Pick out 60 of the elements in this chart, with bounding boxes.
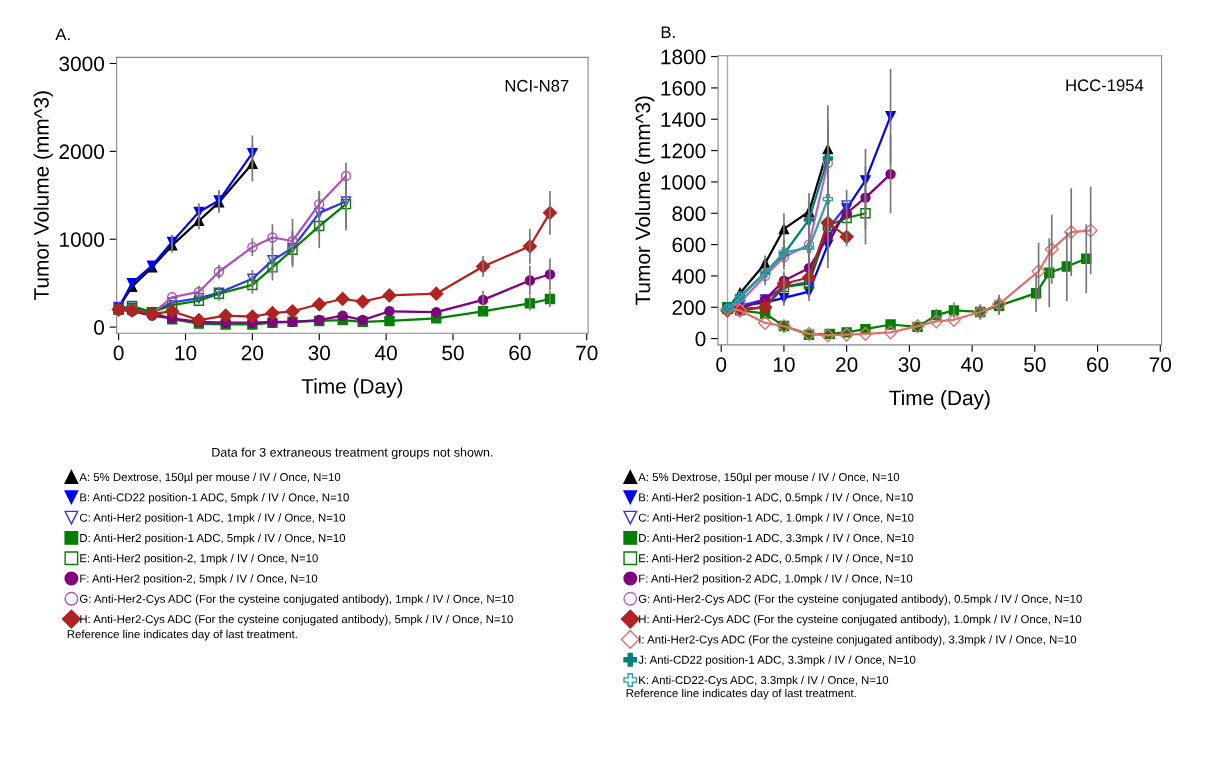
x-tick-label: 10 xyxy=(773,357,795,372)
legend-label: B: Anti-Her2 position-1 ADC, 0.5mpk / IV / Once, N=10 xyxy=(639,493,913,504)
y-tick-label: 800 xyxy=(672,206,706,222)
x-tick-label: 30 xyxy=(898,357,921,372)
x-tick-label: 10 xyxy=(175,345,197,361)
x-tick-label: 30 xyxy=(308,345,331,361)
y-tick-label: 1600 xyxy=(661,80,706,96)
text: Reference line indicates day of last treatment. xyxy=(626,688,856,700)
legend-label: C: Anti-Her2 position-1 ADC, 1.0mpk / IV / Once, N=10 xyxy=(638,513,914,524)
y-tick-label: 3000 xyxy=(59,56,105,72)
y-tick-label: 1200 xyxy=(661,143,706,159)
legend-label: F: Anti-Her2 position-2, 5mpk / IV / Once, N=10 xyxy=(80,574,318,585)
x-tick-label: 50 xyxy=(442,345,464,361)
x-tick-label: 20 xyxy=(241,345,264,361)
x-tick-label: 60 xyxy=(1087,357,1109,372)
legend-label: A: 5% Dextrose, 150µl per mouse / IV / Once, N=10 xyxy=(638,472,900,484)
x-tick-label: 40 xyxy=(375,345,397,361)
x-axis-title: Time (Day) xyxy=(889,389,990,410)
legend-label: F: Anti-Her2 position-2 ADC, 1.0mpk / IV / Once, N=10 xyxy=(639,574,913,585)
y-tick-label: 1000 xyxy=(60,232,105,247)
y-tick-label: 1400 xyxy=(661,112,706,128)
legend-label: G: Anti-Her2-Cys ADC (For the cysteine conjugated antibody), 1mpk / IV / Once, N=10 xyxy=(79,594,514,606)
legend-label: G: Anti-Her2-Cys ADC (For the cysteine conjugated antibody), 0.5mpk / IV / Once, N=10 xyxy=(638,594,1082,606)
x-tick-label: 40 xyxy=(961,357,983,372)
legend-label: A: 5% Dextrose, 150µl per mouse / IV / Once, N=10 xyxy=(79,472,341,484)
x-tick-label: 0 xyxy=(716,357,727,372)
x-tick-label: 20 xyxy=(836,357,858,372)
y-tick-label: 400 xyxy=(671,268,706,284)
y-tick-label: 600 xyxy=(672,237,706,253)
x-tick-label: 60 xyxy=(509,345,531,361)
legend-label: E: Anti-Her2 position-2 ADC, 0.5mpk / IV / Once, N=10 xyxy=(639,553,913,565)
legend-label: H: Anti-Her2-Cys ADC (For the cysteine conjugated antibody), 1.0mpk / IV / Once, N=10 xyxy=(639,614,1082,626)
legend-label: D: Anti-Her2 position-1 ADC, 3.3mpk / IV / Once, N=10 xyxy=(639,533,914,545)
y-axis-title: Tumor Volume (mm^3) xyxy=(33,91,53,301)
legend-label: K: Anti-CD22-Cys ADC, 3.3mpk / IV / Once, N=10 xyxy=(639,675,889,687)
y-tick-label: 2000 xyxy=(59,144,105,160)
legend-label: E: Anti-Her2 position-2, 1mpk / IV / Once, N=10 xyxy=(80,553,318,565)
text: Data for 3 extraneous treatment groups not shown. xyxy=(212,447,493,460)
annotation: NCI-N87 xyxy=(505,79,569,92)
legend-label: D: Anti-Her2 position-1 ADC, 5mpk / IV / Once, N=10 xyxy=(80,533,346,545)
legend-label: J: Anti-CD22 position-1 ADC, 3.3mpk / IV / Once, N=10 xyxy=(638,655,916,667)
chart-title: A. xyxy=(55,28,70,41)
y-axis-title: Tumor Volume (mm^3) xyxy=(634,96,655,306)
legend-label: B: Anti-CD22 position-1 ADC, 5mpk / IV / Once, N=10 xyxy=(80,493,349,504)
y-tick-label: 0 xyxy=(695,331,706,347)
annotation: HCC-1954 xyxy=(1066,79,1144,92)
y-tick-label: 200 xyxy=(672,300,706,316)
x-tick-label: 70 xyxy=(576,345,598,361)
x-tick-label: 50 xyxy=(1024,357,1046,372)
text: Reference line indicates day of last treatment. xyxy=(67,629,297,641)
legend-label: C: Anti-Her2 position-1 ADC, 1mpk / IV / Once, N=10 xyxy=(79,513,346,524)
x-axis-title: Time (Day) xyxy=(301,378,403,398)
y-tick-label: 0 xyxy=(94,320,105,335)
legend-label: H: Anti-Her2-Cys ADC (For the cysteine conjugated antibody), 5mpk / IV / Once, N=10 xyxy=(80,614,513,626)
chart-title: B. xyxy=(661,26,675,38)
y-tick-label: 1000 xyxy=(661,174,706,190)
y-tick-label: 1800 xyxy=(661,49,706,65)
legend-label: I: Anti-Her2-Cys ADC (For the cysteine conjugated antibody), 3.3mpk / IV / Once, N=10 xyxy=(639,635,1077,646)
x-tick-label: 70 xyxy=(1149,357,1172,372)
x-tick-label: 0 xyxy=(113,345,124,361)
